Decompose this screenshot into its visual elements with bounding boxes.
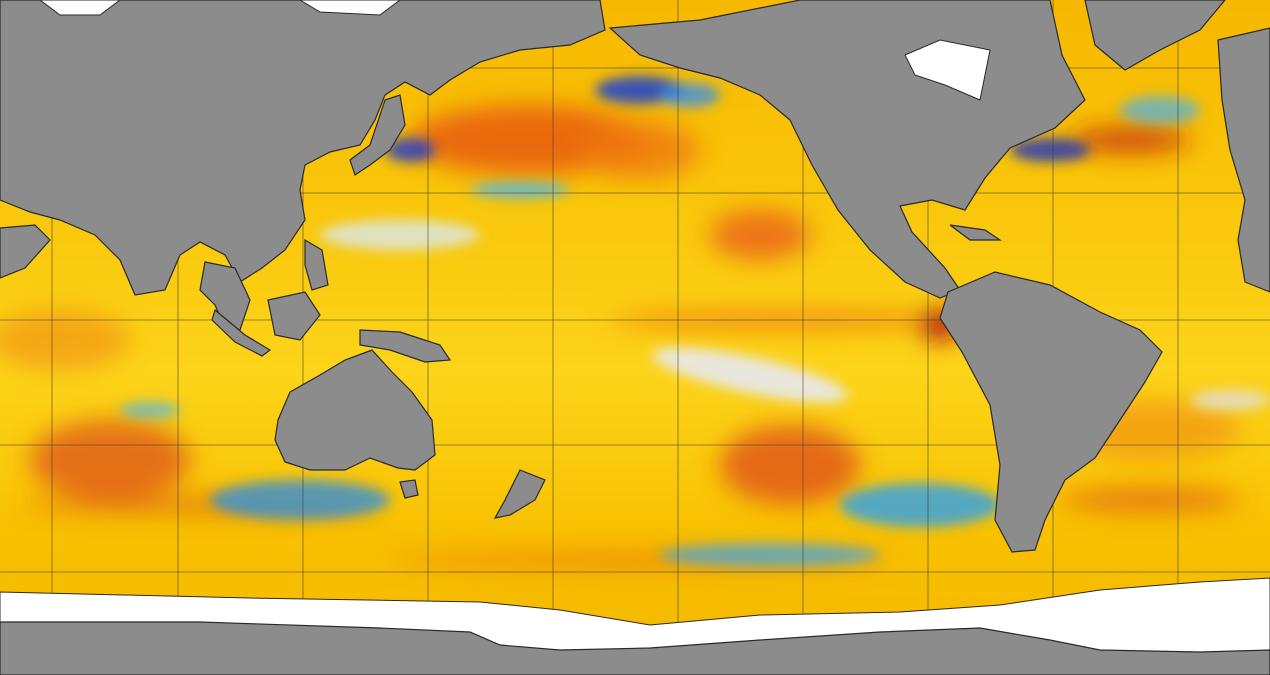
arabia [0, 224, 51, 279]
cool-anomalies [120, 76, 1270, 567]
philippines [304, 238, 329, 291]
cool-patch [660, 543, 880, 567]
japan [349, 94, 406, 176]
warm-patch [1060, 488, 1240, 512]
new-guinea [359, 329, 452, 363]
warm-patch [710, 210, 810, 260]
warm-patch [0, 310, 130, 370]
neutral-patch [1190, 390, 1270, 410]
warm-patch [580, 120, 700, 180]
arctic-islands [904, 39, 991, 101]
greenland [1084, 0, 1226, 71]
warm-patch [720, 425, 860, 505]
eurasia [0, 0, 606, 296]
cool-patch [120, 402, 180, 418]
arctic-ice [299, 0, 401, 16]
new-zealand [493, 469, 546, 519]
cool-patch [470, 182, 570, 198]
borneo [267, 291, 321, 341]
europe-africa [1217, 27, 1270, 293]
south-america [939, 271, 1163, 553]
australia [274, 349, 436, 471]
neutral-patch [652, 347, 848, 403]
cool-patch [660, 83, 720, 107]
cool-patch [840, 483, 1000, 527]
warm-patch [30, 420, 190, 500]
arctic-ice [39, 0, 121, 16]
cool-patch [385, 138, 435, 162]
sumatra [211, 308, 272, 357]
tasmania [399, 479, 419, 499]
antarctica [0, 621, 1270, 675]
cool-patch [1120, 96, 1200, 124]
cool-patch [1010, 138, 1090, 162]
warm-patch [1070, 128, 1190, 152]
neutral-patch [320, 220, 480, 250]
cool-patch [210, 480, 390, 520]
cuba [949, 224, 1002, 241]
